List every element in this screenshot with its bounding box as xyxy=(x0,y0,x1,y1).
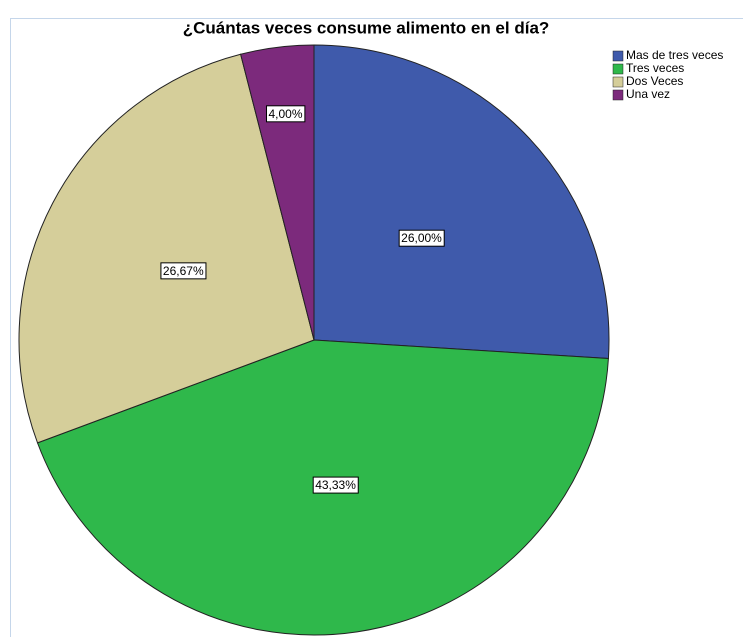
data-label: 26,00% xyxy=(401,231,442,245)
data-label: 26,67% xyxy=(163,264,204,278)
legend-label: Una vez xyxy=(626,87,670,101)
legend-label: Dos Veces xyxy=(626,74,683,88)
legend-label: Mas de tres veces xyxy=(626,48,723,62)
legend-swatch xyxy=(612,63,624,75)
chart-title: ¿Cuántas veces consume alimento en el dí… xyxy=(183,18,550,37)
data-label-box xyxy=(266,105,306,123)
legend-label: Tres veces xyxy=(626,61,684,75)
data-label: 4,00% xyxy=(269,107,303,121)
pie-slice xyxy=(18,53,315,444)
data-label-box xyxy=(160,262,207,280)
data-label-box xyxy=(398,229,445,247)
data-label: 43,33% xyxy=(315,478,356,492)
data-label-box xyxy=(312,476,359,494)
pie-slice xyxy=(313,44,610,360)
legend-swatch xyxy=(612,89,624,101)
legend-swatch xyxy=(612,50,624,62)
legend-swatch xyxy=(612,76,624,88)
